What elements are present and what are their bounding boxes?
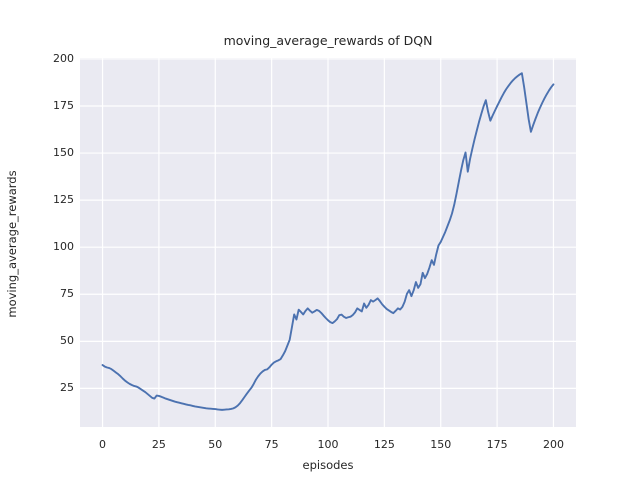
y-tick-label: 100 — [53, 240, 74, 254]
y-tick-label: 25 — [60, 381, 74, 395]
x-tick-label: 25 — [151, 438, 166, 451]
y-axis-label: moving_average_rewards — [5, 170, 19, 318]
chart-title: moving_average_rewards of DQN — [223, 33, 433, 48]
line-chart — [80, 58, 576, 427]
x-tick-label: 75 — [264, 438, 279, 451]
x-axis-label: episodes — [302, 458, 354, 472]
y-tick-label: 75 — [60, 287, 74, 301]
plot-area — [80, 58, 576, 427]
y-tick-label: 150 — [53, 146, 74, 160]
y-tick-label: 50 — [60, 334, 74, 348]
x-tick-label: 150 — [430, 438, 452, 451]
reward-line-series — [101, 72, 555, 411]
x-tick-label: 175 — [486, 438, 508, 451]
x-tick-label: 50 — [208, 438, 223, 451]
y-tick-label: 200 — [53, 51, 74, 65]
x-tick-label: 0 — [99, 438, 107, 451]
y-tick-label: 175 — [53, 99, 74, 112]
x-tick-label: 200 — [542, 438, 564, 451]
x-tick-label: 100 — [317, 438, 339, 451]
y-tick-label: 125 — [53, 193, 74, 207]
x-tick-label: 125 — [373, 438, 395, 451]
